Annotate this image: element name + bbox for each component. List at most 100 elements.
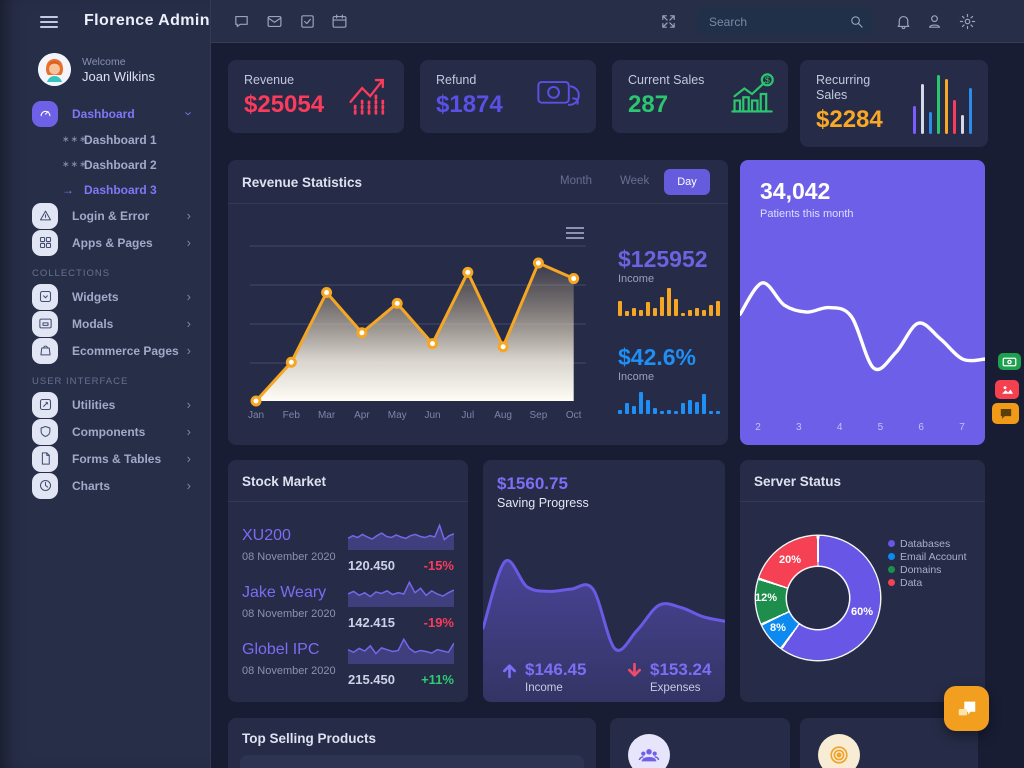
expand-icon[interactable]: [660, 13, 677, 30]
sidebar-item-utilities[interactable]: Utilities ›: [0, 391, 211, 418]
sidebar-subitem-dashboard-2[interactable]: ∗∗∗ Dashboard 2: [0, 152, 211, 177]
calendar-icon[interactable]: [331, 13, 348, 30]
chevron-right-icon: ›: [186, 289, 191, 304]
revenue-x-axis: Jan Feb Mar Apr May Jun Jul Aug Sep Oct: [240, 410, 600, 424]
revenue-graph-icon: [346, 72, 392, 123]
arrow-up-icon: [500, 661, 519, 680]
stock-change-badge: -19%: [423, 615, 454, 630]
sidebar-item-modals[interactable]: Modals ›: [0, 310, 211, 337]
legend-label: Databases: [900, 537, 951, 550]
tab-month[interactable]: Month: [560, 175, 592, 187]
sidebar-section-label: USER INTERFACE: [32, 376, 129, 387]
saving-progress-card: $1560.75 Saving Progress $146.45 Income …: [483, 460, 725, 702]
sidebar-item-forms-tables[interactable]: Forms & Tables ›: [0, 445, 211, 472]
x-axis-label: Aug: [494, 410, 512, 421]
sidebar-item-charts[interactable]: Charts ›: [0, 472, 211, 499]
chat-bubbles-icon: [955, 698, 979, 720]
search-box: [697, 8, 873, 35]
stock-row-jake-weary[interactable]: Jake Weary 08 November 2020 142.415 -19%: [242, 579, 455, 636]
sidebar-item-label: Utilities: [72, 397, 116, 412]
brand-row: Florence Admin: [0, 0, 211, 43]
image-mini-icon[interactable]: [995, 380, 1019, 399]
avatar-illustration: [38, 53, 71, 86]
stat-card-recurring-sales: Recurring Sales $2284: [800, 60, 988, 147]
header-bar: [211, 0, 1024, 43]
sidebar-item-apps-pages[interactable]: Apps & Pages ›: [0, 229, 211, 256]
card-title: Revenue Statistics: [242, 175, 363, 190]
stock-name: XU200: [242, 527, 291, 544]
mail-icon[interactable]: [266, 13, 283, 30]
avatar[interactable]: [38, 53, 71, 86]
sidebar-item-label: Modals: [72, 316, 114, 331]
chart-menu-icon[interactable]: [566, 224, 584, 242]
tab-week[interactable]: Week: [620, 175, 650, 187]
stock-date: 08 November 2020: [242, 665, 336, 677]
check-square-icon[interactable]: [299, 13, 316, 30]
top-selling-table: [240, 755, 584, 768]
sidebar-item-widgets[interactable]: Widgets ›: [0, 283, 211, 310]
sales-graph-icon: $: [728, 72, 776, 121]
edit-icon: [32, 391, 58, 418]
x-axis-label: May: [387, 410, 407, 421]
x-axis-label: 3: [796, 422, 802, 433]
sidebar-item-ecommerce-pages[interactable]: Ecommerce Pages ›: [0, 337, 211, 364]
sidebar-subitem-dashboard-1[interactable]: ∗∗∗ Dashboard 1: [0, 127, 211, 152]
stock-date: 08 November 2020: [242, 551, 336, 563]
stock-row-xu200[interactable]: XU200 08 November 2020 120.450 -15%: [242, 520, 455, 579]
x-axis-label: Mar: [317, 410, 336, 421]
sidebar-item-dashboard[interactable]: Dashboard ›: [0, 100, 211, 127]
stock-date: 08 November 2020: [242, 608, 336, 620]
stock-row-globel-ipc[interactable]: Globel IPC 08 November 2020 215.450 +11%: [242, 636, 455, 693]
sidebar-item-components[interactable]: Components ›: [0, 418, 211, 445]
patients-card: 34,042 Patients this month 2 3 4 5 6 7: [740, 160, 985, 445]
widget-icon: [32, 283, 58, 310]
stat-label: Revenue: [244, 73, 295, 87]
stock-value: 120.450: [348, 558, 395, 573]
search-icon[interactable]: [849, 14, 864, 29]
tab-day[interactable]: Day: [664, 169, 710, 195]
sidebar-subitem-dashboard-3[interactable]: → Dashboard 3: [0, 177, 211, 202]
x-axis-label: Sep: [529, 410, 548, 421]
colored-bars-icon: [913, 72, 972, 134]
chevron-right-icon: ›: [186, 208, 191, 223]
saving-expenses-label: Expenses: [650, 682, 701, 694]
cash-mini-icon[interactable]: [998, 353, 1021, 370]
stock-sparkline: [347, 520, 455, 552]
chat-mini-icon[interactable]: [992, 403, 1019, 424]
saving-income-label: Income: [525, 682, 563, 694]
stat-label: Current Sales: [628, 73, 705, 87]
search-input[interactable]: [697, 8, 873, 35]
legend-dot-icon: [888, 553, 895, 560]
legend-item: Email Account: [888, 550, 967, 563]
bell-icon[interactable]: [895, 13, 912, 30]
patients-x-axis: 2 3 4 5 6 7: [740, 422, 985, 436]
file-icon: [32, 445, 58, 472]
bullet-icon: ∗∗∗: [62, 134, 88, 144]
user-icon[interactable]: [926, 13, 943, 30]
modal-icon: [32, 310, 58, 337]
sidebar-item-label: Apps & Pages: [72, 235, 153, 250]
server-status-header: Server Status: [740, 460, 985, 502]
saving-income-value: $146.45: [525, 660, 587, 679]
chevron-right-icon: ›: [186, 451, 191, 466]
shield-icon: [32, 418, 58, 445]
sidebar-item-login-error[interactable]: Login & Error ›: [0, 202, 211, 229]
sidebar-subitem-label: Dashboard 3: [84, 182, 157, 197]
speedometer-icon: [32, 100, 58, 127]
x-axis-label: 6: [918, 422, 924, 433]
user-welcome[interactable]: Welcome Joan Wilkins: [0, 50, 211, 92]
stat-value: $1874: [436, 91, 503, 118]
stock-market-header: Stock Market: [228, 460, 468, 502]
card-title: Top Selling Products: [242, 731, 377, 746]
group-icon: [628, 734, 670, 768]
hamburger-menu-icon[interactable]: [40, 13, 58, 29]
slice-percentage-label: 12%: [754, 592, 778, 604]
sidebar-item-label: Charts: [72, 478, 111, 493]
slice-percentage-label: 20%: [778, 554, 802, 566]
stat-label: Recurring Sales: [816, 73, 871, 102]
floating-chat-button[interactable]: [944, 686, 989, 731]
chat-display-icon[interactable]: [233, 13, 250, 30]
gear-icon[interactable]: [959, 13, 976, 30]
legend-label: Domains: [900, 563, 942, 576]
